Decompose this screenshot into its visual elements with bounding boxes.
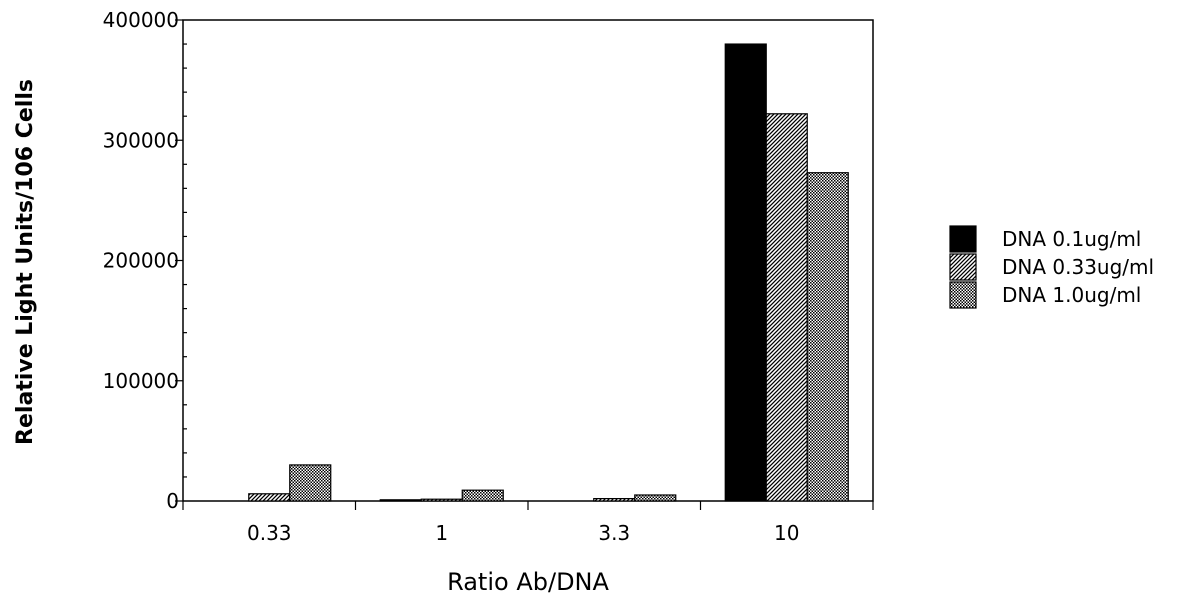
legend-swatch — [949, 225, 977, 253]
y-tick-label: 100000 — [103, 369, 179, 393]
x-axis-title: Ratio Ab/DNA — [447, 568, 609, 596]
x-tick-label: 10 — [774, 521, 799, 545]
bar — [634, 494, 677, 502]
bar — [379, 499, 422, 502]
legend-swatch — [949, 253, 977, 281]
y-tick-label: 400000 — [103, 8, 179, 32]
bar — [806, 172, 849, 502]
x-tick-label: 1 — [435, 521, 448, 545]
bar — [765, 113, 808, 502]
bar — [593, 497, 636, 502]
bar — [289, 464, 332, 502]
bar — [724, 43, 767, 502]
legend-label: DNA 0.1ug/ml — [1002, 227, 1141, 251]
bar — [461, 489, 504, 502]
x-tick-label: 3.3 — [598, 521, 630, 545]
y-axis: 0 100000 200000 300000 400000 — [103, 8, 187, 513]
bar — [248, 493, 291, 502]
y-tick-label: 0 — [166, 489, 179, 513]
legend-swatch — [949, 281, 977, 309]
bars-group — [248, 43, 849, 502]
legend-label: DNA 0.33ug/ml — [1002, 255, 1154, 279]
x-axis: 0.33 1 3.3 10 — [182, 501, 874, 545]
legend: DNA 0.1ug/ml DNA 0.33ug/ml DNA 1.0ug/ml — [949, 225, 1154, 309]
y-axis-title: Relative Light Units/106 Cells — [13, 79, 38, 445]
y-tick-label: 200000 — [103, 249, 179, 273]
x-tick-label: 0.33 — [247, 521, 292, 545]
y-tick-label: 300000 — [103, 128, 179, 152]
bar — [420, 498, 463, 502]
legend-label: DNA 1.0ug/ml — [1002, 283, 1141, 307]
